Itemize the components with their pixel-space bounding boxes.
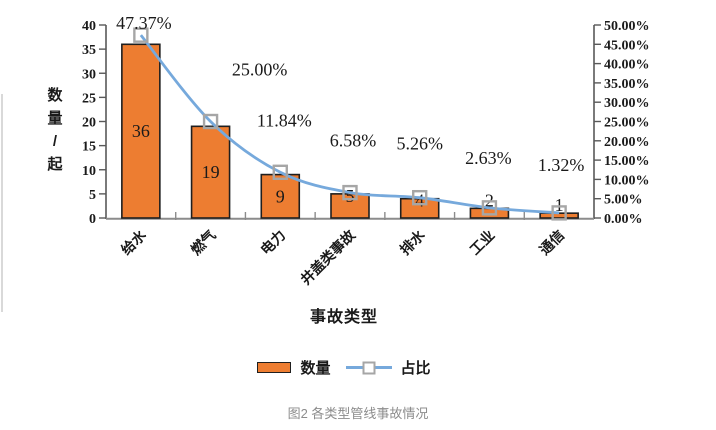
- left-axis-title-char: 起: [47, 156, 63, 173]
- right-axis-tick-label: 40.00%: [604, 58, 650, 73]
- pct-data-label: 1.32%: [538, 155, 585, 175]
- line-marker-icon: [481, 200, 498, 216]
- left-axis-tick-label: 15: [82, 140, 96, 155]
- pct-data-label: 5.26%: [396, 134, 443, 154]
- right-axis-tick-label: 5.00%: [604, 193, 643, 208]
- left-axis-tick-label: 20: [82, 116, 96, 131]
- line-marker-icon: [412, 189, 428, 206]
- legend-bar-swatch-icon: [257, 362, 292, 373]
- bar-value-label: 36: [132, 121, 150, 141]
- right-axis-tick-label: 45.00%: [604, 38, 650, 53]
- pct-data-label: 25.00%: [232, 60, 288, 80]
- figure-caption: 图2 各类型管线事故情况: [287, 406, 429, 421]
- left-axis-tick-label: 35: [82, 43, 96, 58]
- legend: 数量 占比: [0, 357, 702, 378]
- right-axis-tick-label: 50.00%: [604, 19, 650, 34]
- bar: [330, 193, 370, 219]
- left-axis-title-char: 量: [47, 110, 63, 127]
- right-axis-tick-label: 35.00%: [604, 77, 650, 92]
- chart-plot: 05101520253035400.00%5.00%10.00%15.00%20…: [82, 13, 650, 288]
- category-label: 工业: [466, 227, 497, 258]
- bar-value-label: 5: [346, 186, 355, 206]
- left-axis-title-char: 数: [47, 87, 63, 104]
- bar: [190, 125, 231, 219]
- right-axis-tick-label: 15.00%: [604, 154, 650, 169]
- right-axis-tick-label: 10.00%: [604, 173, 650, 188]
- category-label: 燃气: [188, 227, 219, 258]
- line-marker-icon: [133, 27, 149, 43]
- category-label: 井盖类事故: [297, 226, 359, 288]
- bar-value-label: 4: [415, 191, 424, 211]
- legend-line-marker-icon: [362, 361, 375, 374]
- left-axis-title: 数量 / 起: [43, 84, 67, 176]
- left-axis-tick-label: 0: [89, 212, 96, 227]
- right-axis-tick-label: 25.00%: [604, 116, 650, 131]
- line-series: [139, 34, 560, 215]
- category-label: 给水: [118, 226, 150, 258]
- line-marker-icon: [272, 164, 288, 180]
- legend-label-ratio: 占比: [400, 360, 431, 377]
- bar: [121, 43, 161, 219]
- pct-data-label: 11.84%: [257, 110, 312, 130]
- right-axis-tick-label: 30.00%: [604, 96, 650, 111]
- category-label: 排水: [397, 226, 429, 258]
- bar-value-label: 19: [202, 162, 220, 182]
- line-marker-icon: [202, 113, 219, 130]
- legend-label-count: 数量: [300, 360, 331, 377]
- category-label: 电力: [257, 227, 288, 258]
- right-axis-tick-label: 20.00%: [604, 135, 650, 150]
- page-edge-line: [1, 94, 3, 312]
- left-axis-tick-label: 40: [82, 19, 96, 34]
- left-axis-tick-label: 10: [82, 164, 96, 179]
- pct-data-label: 2.63%: [465, 148, 512, 168]
- pct-data-label: 6.58%: [330, 131, 377, 151]
- x-axis-title: 事故类型: [310, 309, 379, 326]
- legend-line-swatch-icon: [345, 361, 392, 374]
- category-label: 通信: [536, 227, 567, 258]
- pct-data-label: 47.37%: [116, 13, 172, 33]
- bar-value-label: 1: [555, 195, 564, 215]
- line-marker-icon: [551, 205, 567, 221]
- bar: [539, 212, 579, 219]
- right-axis-tick-label: 0.00%: [604, 212, 643, 227]
- left-axis-tick-label: 25: [82, 91, 96, 106]
- left-axis-tick-label: 5: [89, 188, 96, 203]
- left-axis-title-char: /: [52, 133, 58, 150]
- left-axis-tick-label: 30: [82, 67, 96, 82]
- bar: [260, 173, 301, 219]
- line-marker-icon: [342, 184, 358, 201]
- bar-value-label: 9: [276, 186, 285, 206]
